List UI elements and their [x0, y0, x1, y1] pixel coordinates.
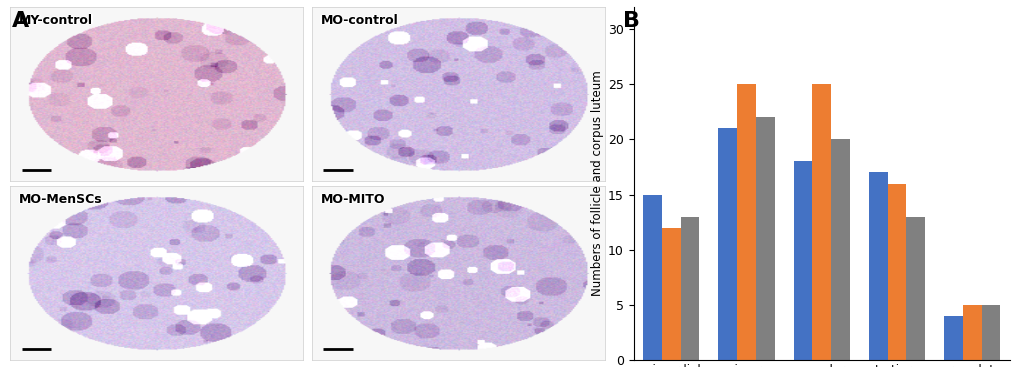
Text: MY-control: MY-control: [19, 14, 93, 27]
Text: MO-MenSCs: MO-MenSCs: [19, 194, 103, 207]
Text: MO-MenSCs: MO-MenSCs: [17, 193, 101, 206]
Text: MO-control: MO-control: [322, 14, 399, 27]
Bar: [680, 217, 699, 360]
Bar: [755, 117, 774, 360]
Text: B: B: [623, 11, 640, 31]
Text: MO-MenSCs: MO-MenSCs: [19, 193, 103, 206]
Text: MO-MITO: MO-MITO: [322, 193, 386, 206]
Text: MO-MITO: MO-MITO: [320, 193, 384, 206]
Bar: [661, 228, 680, 360]
Bar: [811, 84, 830, 360]
Bar: [962, 305, 980, 360]
Text: MO-control: MO-control: [319, 14, 396, 27]
Bar: [868, 172, 887, 360]
Text: MO-MenSCs: MO-MenSCs: [20, 193, 104, 206]
Bar: [887, 184, 906, 360]
Bar: [737, 84, 755, 360]
Text: MO-MITO: MO-MITO: [320, 194, 384, 207]
Bar: [793, 161, 811, 360]
Text: MO-control: MO-control: [320, 14, 397, 26]
Text: MO-MenSCs: MO-MenSCs: [19, 192, 103, 205]
Text: A: A: [12, 11, 30, 31]
Bar: [717, 128, 737, 360]
Text: MY-control: MY-control: [20, 14, 95, 27]
Bar: [943, 316, 962, 360]
Text: MO-MITO: MO-MITO: [319, 193, 383, 206]
Bar: [906, 217, 924, 360]
Text: MO-control: MO-control: [320, 15, 397, 28]
Text: MY-control: MY-control: [19, 14, 93, 26]
Bar: [642, 195, 661, 360]
Text: MY-control: MY-control: [17, 14, 92, 27]
Y-axis label: Numbers of follicle and corpus luteum: Numbers of follicle and corpus luteum: [590, 70, 603, 297]
Bar: [830, 139, 849, 360]
Text: MO-MITO: MO-MITO: [320, 192, 384, 205]
Text: MO-control: MO-control: [320, 14, 397, 27]
Bar: [980, 305, 1000, 360]
Text: MY-control: MY-control: [19, 15, 93, 28]
